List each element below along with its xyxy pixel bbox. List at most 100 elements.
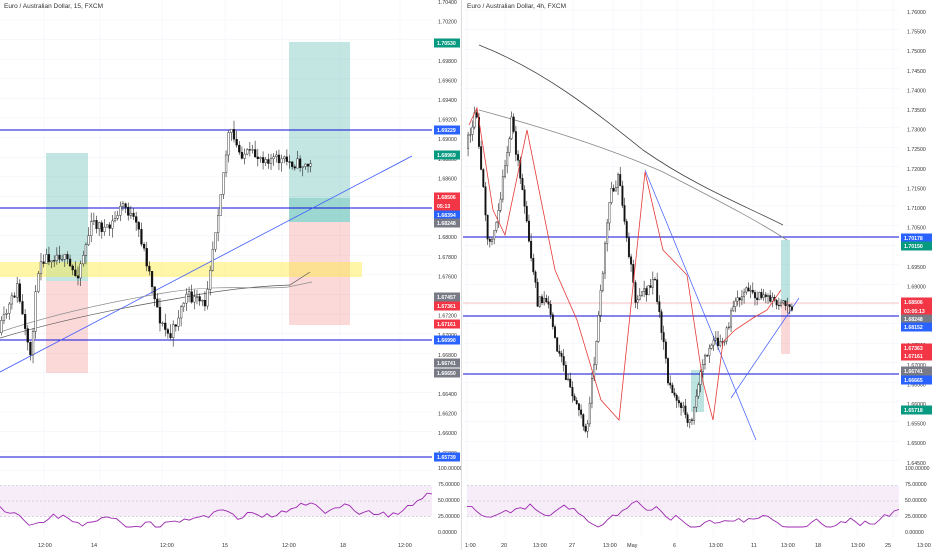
left-price-tag-label: 1.67457 bbox=[437, 295, 456, 301]
right-candle-body bbox=[645, 288, 648, 296]
right-candle-body bbox=[732, 306, 735, 312]
left-candle-body bbox=[82, 255, 85, 265]
right-candle-body bbox=[747, 287, 750, 292]
right-candle-body bbox=[717, 337, 719, 346]
right-candle-body bbox=[667, 358, 669, 384]
right-trend-line bbox=[644, 169, 757, 441]
right-candle-body bbox=[625, 221, 628, 239]
left-time-tick: 12:00 bbox=[160, 543, 174, 549]
left-candle-body bbox=[0, 320, 3, 333]
right-candle-body bbox=[608, 202, 611, 224]
left-trend-line bbox=[0, 155, 413, 373]
right-candle-body bbox=[562, 356, 565, 366]
left-candle-body bbox=[55, 254, 58, 261]
left-candle-body bbox=[156, 298, 159, 308]
right-candle-body bbox=[491, 238, 493, 242]
right-candle-body bbox=[612, 188, 615, 192]
right-candle-body bbox=[486, 214, 489, 240]
right-candle-body bbox=[527, 220, 530, 242]
left-osc-tick: 0.00000 bbox=[438, 530, 457, 536]
left-price-tag-label: 1.66650 bbox=[437, 371, 456, 377]
right-price-tag-label: 1.68248 bbox=[904, 317, 923, 323]
right-price-tag bbox=[901, 343, 932, 353]
right-candle-body bbox=[551, 314, 554, 327]
left-price-tag bbox=[434, 201, 460, 211]
right-rsi-line bbox=[467, 500, 900, 528]
left-price-tag-label: 1.68394 bbox=[437, 213, 456, 219]
left-candle-body bbox=[87, 235, 90, 245]
left-candle-body bbox=[68, 258, 72, 267]
right-moving-average bbox=[478, 109, 788, 241]
right-candle-body bbox=[488, 238, 491, 242]
left-candle-body bbox=[45, 254, 48, 264]
right-candle-body bbox=[714, 337, 717, 341]
right-chart-symbol-title: Euro / Australian Dollar, 4h, FXCM bbox=[467, 3, 566, 10]
right-candle-body bbox=[743, 291, 746, 297]
right-candle-body bbox=[467, 134, 470, 149]
right-candle-body bbox=[469, 134, 472, 136]
right-candle-body bbox=[662, 332, 665, 343]
left-chart-pane[interactable]: 1.704001.702001.700001.698001.696001.694… bbox=[0, 0, 462, 550]
left-candle-body bbox=[301, 166, 304, 168]
right-candle-body bbox=[530, 240, 533, 259]
right-candle-body bbox=[501, 176, 504, 200]
right-candle-body bbox=[695, 395, 698, 408]
left-osc-tick: 25.00000 bbox=[438, 514, 460, 520]
left-price-tick: 1.68600 bbox=[438, 176, 457, 182]
left-candle-body bbox=[153, 286, 156, 300]
right-price-tag-label: 1.68152 bbox=[904, 325, 923, 331]
left-chart-canvas[interactable]: 1.704001.702001.700001.698001.696001.694… bbox=[0, 0, 462, 550]
left-price-tick: 1.70400 bbox=[438, 0, 457, 6]
left-candle-body bbox=[291, 161, 294, 167]
left-candle-body bbox=[158, 307, 162, 324]
right-price-tick: 1.72500 bbox=[907, 147, 926, 153]
left-price-tag bbox=[434, 210, 460, 220]
right-chart-pane[interactable]: 1.76000 1.75500 1.75000 1.74500 1.74000 1.735… bbox=[463, 0, 932, 550]
left-candle-body bbox=[224, 154, 228, 173]
right-time-tick: 13:00 bbox=[709, 543, 723, 549]
right-chart-canvas[interactable]: 1.76000 1.75500 1.75000 1.74500 1.74000 1.735… bbox=[463, 0, 932, 550]
right-candle-body bbox=[617, 174, 620, 188]
right-candle-body bbox=[506, 152, 509, 167]
left-long-position-target bbox=[289, 198, 350, 222]
right-candle-body bbox=[647, 285, 650, 296]
left-candle-body bbox=[53, 260, 56, 262]
left-candle-body bbox=[92, 220, 95, 222]
right-candle-body bbox=[621, 185, 624, 206]
right-candle-body bbox=[573, 395, 576, 401]
right-price-tag bbox=[901, 405, 932, 415]
left-candle-body bbox=[84, 244, 88, 256]
right-price-tag bbox=[901, 306, 932, 316]
right-candle-body bbox=[606, 222, 609, 244]
left-supply-zone bbox=[0, 262, 362, 277]
right-candle-body bbox=[745, 287, 748, 293]
right-candle-body bbox=[556, 337, 559, 352]
left-price-tag-label: 1.68248 bbox=[437, 221, 456, 227]
right-candle-body bbox=[604, 243, 606, 274]
right-time-tick: 6 bbox=[673, 543, 676, 549]
left-candle-body bbox=[113, 218, 117, 222]
left-candle-body bbox=[58, 254, 61, 260]
right-candle-body bbox=[575, 400, 578, 404]
right-candle-body bbox=[682, 405, 685, 408]
right-candle-body bbox=[658, 301, 661, 312]
left-price-tick: 1.68800 bbox=[438, 157, 457, 163]
left-candle-body bbox=[251, 149, 254, 151]
right-time-tick: 13:00 bbox=[533, 543, 547, 549]
right-candle-body bbox=[619, 174, 622, 187]
right-candle-body bbox=[649, 285, 652, 288]
right-candle-body bbox=[762, 294, 765, 298]
right-price-tag-label: 1.70150 bbox=[904, 244, 923, 250]
right-moving-average bbox=[478, 44, 784, 226]
right-candle-body bbox=[614, 187, 617, 192]
right-price-tick: 1.67000 bbox=[907, 363, 926, 369]
right-candle-body bbox=[688, 419, 691, 423]
left-candle-body bbox=[182, 302, 185, 307]
left-time-tick: 14 bbox=[91, 543, 97, 549]
left-candle-body bbox=[98, 222, 101, 229]
right-osc-tick: 0.00000 bbox=[905, 530, 924, 536]
left-price-tick: 1.66400 bbox=[438, 392, 457, 398]
right-candle-body bbox=[782, 300, 785, 304]
left-candle-body bbox=[142, 244, 146, 249]
right-candle-body bbox=[712, 339, 715, 346]
